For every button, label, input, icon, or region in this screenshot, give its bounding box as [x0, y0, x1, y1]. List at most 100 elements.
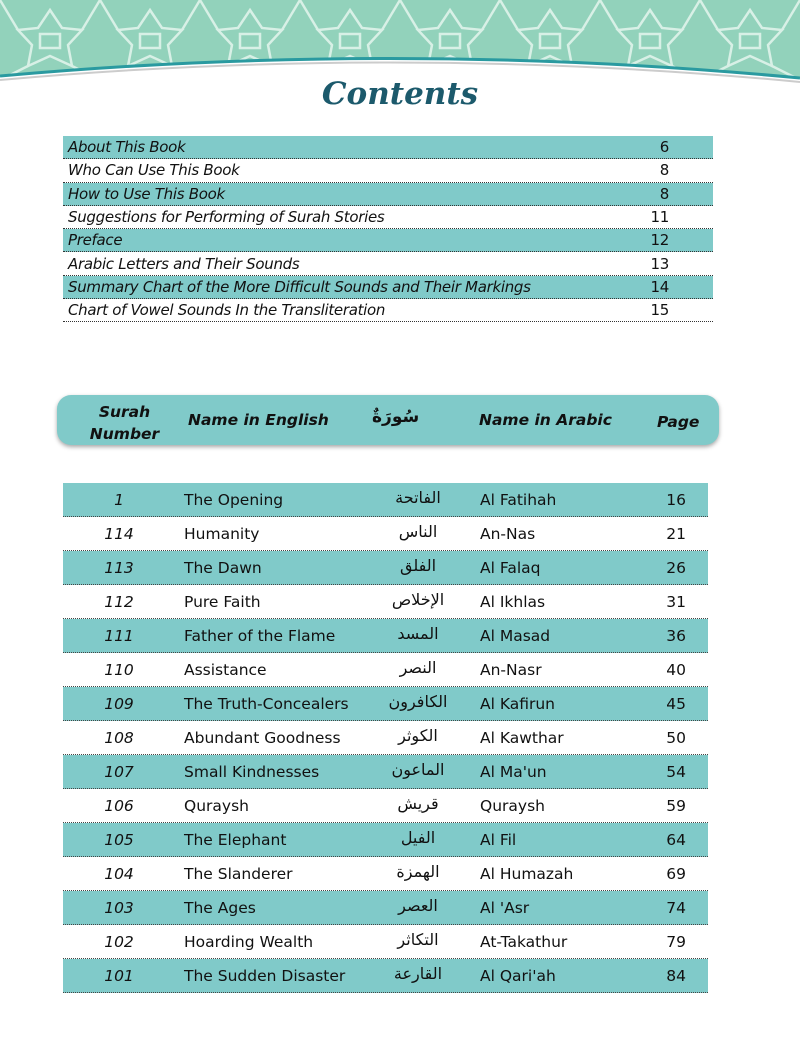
surah-row[interactable]: 108 Abundant Goodness الكوثر Al Kawthar … — [63, 721, 708, 755]
surah-page: 69 — [666, 865, 686, 883]
surah-name-arabic-script: الماعون — [391, 760, 445, 779]
geometric-banner — [0, 0, 800, 83]
surah-name-arabic-script: الناس — [398, 522, 438, 541]
toc-label: How to Use This Book — [68, 184, 225, 203]
surah-name-english: Small Kindnesses — [184, 763, 320, 781]
surah-number: 102 — [104, 933, 134, 951]
surah-transliteration: Al Ma'un — [480, 763, 547, 781]
surah-name-english: The Dawn — [184, 559, 262, 577]
surah-name-english: The Sudden Disaster — [184, 967, 346, 985]
surah-name-english: Father of the Flame — [184, 627, 336, 645]
surah-row[interactable]: 1 The Opening الفاتحة Al Fatihah 16 — [63, 483, 708, 517]
toc-row[interactable]: How to Use This Book 8 — [63, 182, 713, 206]
toc-page: 15 — [650, 301, 670, 320]
surah-number: 103 — [104, 899, 134, 917]
surah-page: 16 — [666, 491, 686, 509]
surah-number: 1 — [114, 491, 124, 509]
surah-row[interactable]: 112 Pure Faith الإخلاص Al Ikhlas 31 — [63, 585, 708, 619]
surah-transliteration: Al 'Asr — [480, 899, 530, 917]
toc-row[interactable]: Suggestions for Performing of Surah Stor… — [63, 206, 713, 230]
surah-number: 111 — [104, 627, 134, 645]
surah-number: 108 — [104, 729, 134, 747]
toc-page: 13 — [650, 254, 670, 273]
surah-row[interactable]: 109 The Truth-Concealers الكافرون Al Kaf… — [63, 687, 708, 721]
header-name-arabic: Name in Arabic — [479, 411, 612, 429]
surah-row[interactable]: 102 Hoarding Wealth التكاثر At-Takathur … — [63, 925, 708, 959]
surah-name-english: Abundant Goodness — [184, 729, 341, 747]
surah-page: 45 — [666, 695, 686, 713]
surah-row[interactable]: 111 Father of the Flame المسد Al Masad 3… — [63, 619, 708, 653]
surah-row[interactable]: 103 The Ages العصر Al 'Asr 74 — [63, 891, 708, 925]
header-surah-number: Surah Number — [87, 401, 162, 445]
page-title: Contents — [321, 76, 479, 112]
surah-number: 114 — [104, 525, 134, 543]
toc-row[interactable]: Preface 12 — [63, 229, 713, 253]
surah-name-english: Quraysh — [184, 797, 249, 815]
surah-name-english: The Slanderer — [184, 865, 293, 883]
surah-page: 21 — [666, 525, 686, 543]
toc-label: Summary Chart of the More Difficult Soun… — [68, 277, 531, 296]
surah-transliteration: Al Masad — [480, 627, 551, 645]
surah-name-arabic-script: العصر — [398, 896, 438, 915]
surah-transliteration: Al Ikhlas — [480, 593, 546, 611]
surah-row[interactable]: 104 The Slanderer الهمزة Al Humazah 69 — [63, 857, 708, 891]
surah-page: 74 — [666, 899, 686, 917]
surah-transliteration: At-Takathur — [480, 933, 568, 951]
toc-page: 11 — [650, 208, 670, 227]
toc-label: Who Can Use This Book — [68, 161, 240, 180]
header-name-english: Name in English — [188, 411, 329, 429]
header-page: Page — [657, 413, 700, 431]
surah-row[interactable]: 114 Humanity الناس An-Nas 21 — [63, 517, 708, 551]
toc-label: About This Book — [68, 138, 186, 157]
surah-row[interactable]: 107 Small Kindnesses الماعون Al Ma'un 54 — [63, 755, 708, 789]
toc-row[interactable]: Who Can Use This Book 8 — [63, 159, 713, 183]
toc-label: Preface — [68, 231, 123, 250]
surah-name-arabic-script: الهمزة — [396, 862, 440, 881]
surah-transliteration: An-Nas — [480, 525, 536, 543]
surah-table: 1 The Opening الفاتحة Al Fatihah 16 114 H… — [63, 483, 708, 993]
surah-row[interactable]: 110 Assistance النصر An-Nasr 40 — [63, 653, 708, 687]
surah-name-english: Pure Faith — [184, 593, 261, 611]
toc-row[interactable]: Chart of Vowel Sounds In the Translitera… — [63, 299, 713, 323]
surah-transliteration: Al Kawthar — [480, 729, 564, 747]
surah-transliteration: Al Fatihah — [480, 491, 557, 509]
surah-number: 110 — [104, 661, 134, 679]
header-number: Number — [89, 425, 160, 443]
toc-label: Arabic Letters and Their Sounds — [68, 254, 300, 273]
toc-page: 8 — [659, 184, 670, 203]
toc-row[interactable]: Summary Chart of the More Difficult Soun… — [63, 275, 713, 300]
surah-number: 107 — [104, 763, 134, 781]
surah-name-arabic-script: الكافرون — [388, 692, 448, 711]
surah-name-english: Hoarding Wealth — [184, 933, 314, 951]
surah-transliteration: An-Nasr — [480, 661, 542, 679]
toc-page: 8 — [659, 161, 670, 180]
surah-name-arabic-script: التكاثر — [397, 930, 439, 949]
surah-transliteration: Al Humazah — [480, 865, 574, 883]
surah-name-arabic-script: القارعة — [393, 964, 443, 983]
toc-page: 14 — [650, 277, 670, 296]
surah-name-arabic-script: المسد — [397, 624, 439, 643]
toc-label: Chart of Vowel Sounds In the Translitera… — [68, 301, 386, 320]
surah-number: 106 — [104, 797, 134, 815]
surah-page: 59 — [666, 797, 686, 815]
surah-row[interactable]: 113 The Dawn الفلق Al Falaq 26 — [63, 551, 708, 585]
toc-row[interactable]: About This Book 6 — [63, 136, 713, 160]
surah-name-english: Humanity — [184, 525, 260, 543]
surah-page: 54 — [666, 763, 686, 781]
toc-row[interactable]: Arabic Letters and Their Sounds 13 — [63, 252, 713, 276]
surah-number: 112 — [104, 593, 134, 611]
surah-page: 84 — [666, 967, 686, 985]
surah-page: 31 — [666, 593, 686, 611]
surah-row[interactable]: 106 Quraysh قريش Quraysh 59 — [63, 789, 708, 823]
toc-page: 12 — [650, 231, 670, 250]
surah-name-arabic-script: الفلق — [399, 556, 437, 575]
surah-table-header: Surah Number Name in English سُورَةٌ Name… — [57, 395, 719, 445]
surah-row[interactable]: 101 The Sudden Disaster القارعة Al Qari'… — [63, 959, 708, 993]
header-surah: Surah — [98, 403, 151, 421]
surah-number: 101 — [104, 967, 134, 985]
surah-number: 105 — [104, 831, 134, 849]
surah-page: 79 — [666, 933, 686, 951]
surah-name-english: The Ages — [184, 899, 256, 917]
surah-row[interactable]: 105 The Elephant الفيل Al Fil 64 — [63, 823, 708, 857]
